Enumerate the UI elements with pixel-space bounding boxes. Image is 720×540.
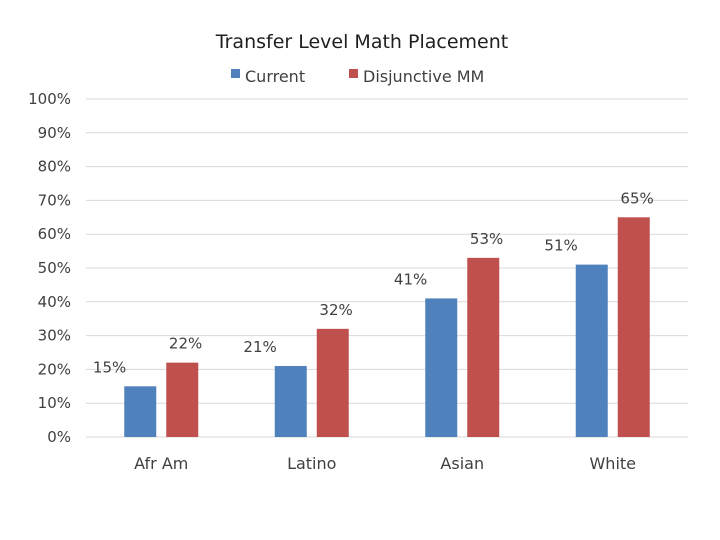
data-label: 41% xyxy=(394,270,427,288)
y-tick-label: 10% xyxy=(38,394,71,412)
y-tick-label: 80% xyxy=(38,158,71,176)
x-category-label: Latino xyxy=(287,454,336,473)
x-category-label: White xyxy=(589,454,636,473)
y-tick-label: 30% xyxy=(38,327,71,345)
data-label: 65% xyxy=(620,189,653,207)
bar-current xyxy=(124,386,157,437)
data-label: 53% xyxy=(470,230,503,248)
y-tick-label: 60% xyxy=(38,225,71,243)
y-tick-label: 100% xyxy=(28,90,71,108)
x-category-label: Asian xyxy=(440,454,484,473)
y-tick-label: 70% xyxy=(38,191,71,209)
y-tick-label: 0% xyxy=(47,428,71,446)
bar-disjunctive-mm xyxy=(467,257,500,437)
y-axis: 0% 10% 20% 30% 40% 50% 60% 70% 80% 90% 100% xyxy=(28,90,71,446)
data-label: 22% xyxy=(169,335,202,353)
x-category-label: Afr Am xyxy=(134,454,188,473)
data-label: 32% xyxy=(319,301,352,319)
data-labels: 15% 22% 21% 32% 41% 53% 51% 65% xyxy=(93,189,654,376)
y-tick-label: 20% xyxy=(38,360,71,378)
bars xyxy=(124,217,650,437)
y-tick-label: 90% xyxy=(38,124,71,142)
y-tick-label: 40% xyxy=(38,293,71,311)
bar-disjunctive-mm xyxy=(617,217,650,437)
legend-swatch-disjunctive-mm xyxy=(349,69,358,78)
bar-disjunctive-mm xyxy=(166,362,199,437)
legend-label: Current xyxy=(245,67,305,86)
chart-title: Transfer Level Math Placement xyxy=(215,31,508,53)
y-tick-label: 50% xyxy=(38,259,71,277)
legend-swatch-current xyxy=(231,69,240,78)
legend: Current Disjunctive MM xyxy=(231,67,484,86)
bar-current xyxy=(274,366,307,437)
bar-current xyxy=(575,264,608,437)
data-label: 51% xyxy=(544,237,577,255)
data-label: 21% xyxy=(243,338,276,356)
bar-current xyxy=(425,298,458,437)
x-axis: Afr Am Latino Asian White xyxy=(134,454,636,473)
legend-label: Disjunctive MM xyxy=(363,67,484,86)
bar-disjunctive-mm xyxy=(316,328,349,437)
data-label: 15% xyxy=(93,358,126,376)
